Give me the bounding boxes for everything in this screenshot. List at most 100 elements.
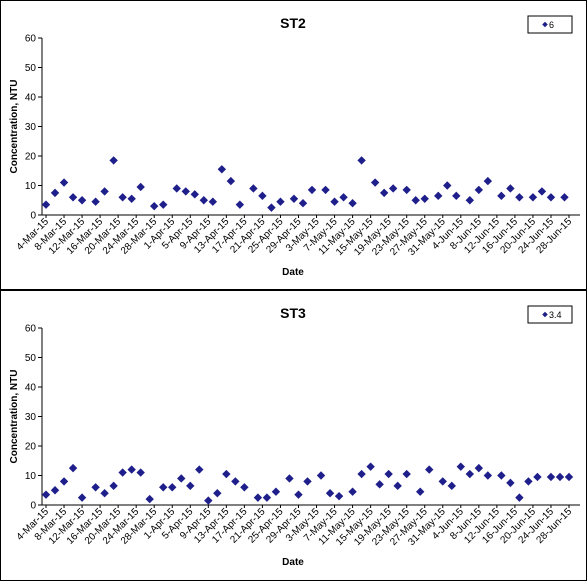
data-point	[456, 462, 465, 471]
data-point	[195, 465, 204, 474]
data-point	[384, 469, 393, 479]
data-point	[411, 196, 420, 205]
y-tick-label: 50	[25, 353, 37, 364]
data-point	[483, 176, 493, 186]
data-point	[190, 190, 199, 199]
data-point	[443, 181, 452, 190]
data-point	[546, 472, 556, 482]
data-point	[172, 184, 181, 193]
data-point	[528, 193, 538, 202]
data-point	[217, 165, 227, 174]
data-point	[537, 187, 547, 196]
chart-frame	[0, 290, 587, 581]
data-point	[325, 489, 335, 498]
data-point	[402, 185, 411, 195]
data-point	[434, 191, 443, 201]
data-point	[159, 200, 168, 209]
data-point	[199, 196, 209, 205]
data-point	[533, 472, 542, 482]
y-tick-label: 30	[25, 122, 37, 133]
legend-box	[527, 305, 573, 324]
data-point	[425, 465, 434, 474]
data-point	[370, 178, 380, 187]
data-point	[452, 191, 461, 201]
data-point	[483, 471, 493, 480]
data-point	[100, 187, 109, 196]
data-point	[204, 496, 213, 505]
data-point	[177, 474, 186, 483]
data-point	[506, 478, 515, 488]
data-point	[77, 493, 87, 502]
data-point	[321, 185, 330, 195]
data-point	[127, 465, 136, 474]
legend: 6	[527, 15, 573, 34]
data-point	[348, 487, 357, 496]
y-tick-label: 10	[25, 471, 37, 482]
y-tick-label: 40	[25, 93, 37, 104]
data-point	[334, 491, 344, 501]
data-point	[379, 188, 389, 198]
data-point	[127, 194, 136, 203]
data-point	[208, 197, 218, 206]
data-point	[91, 483, 100, 492]
y-tick-label: 60	[25, 34, 37, 45]
data-point	[240, 483, 249, 492]
data-point	[465, 196, 475, 205]
data-point	[68, 193, 78, 202]
y-tick-label: 0	[30, 501, 36, 512]
data-point	[235, 200, 245, 209]
data-point	[515, 193, 524, 202]
data-point	[226, 176, 236, 186]
data-point	[375, 480, 384, 489]
data-point	[285, 474, 294, 483]
data-point	[330, 197, 339, 206]
y-tick-label: 20	[25, 442, 37, 453]
y-tick-label: 30	[25, 412, 37, 423]
chart-title: ST2	[280, 15, 306, 31]
series-1	[41, 462, 574, 505]
data-point	[181, 187, 190, 196]
data-point	[59, 178, 69, 187]
y-tick-label: 40	[25, 383, 37, 394]
data-point	[50, 188, 60, 198]
y-tick-label: 0	[30, 211, 36, 222]
data-point	[41, 200, 51, 209]
data-point	[357, 469, 366, 479]
data-point	[474, 185, 484, 195]
data-point	[402, 469, 411, 479]
data-point	[388, 184, 398, 193]
data-point	[59, 477, 69, 486]
data-point	[339, 193, 348, 202]
data-point	[524, 477, 533, 486]
data-point	[91, 197, 100, 206]
chart-2: ST3 3.401020304050604-Mar-158-Mar-1512-Ma…	[0, 290, 587, 581]
data-point	[474, 463, 484, 473]
data-point	[298, 199, 308, 208]
data-point	[118, 468, 127, 477]
x-axis-title: Date	[282, 557, 304, 568]
chart-1: ST2 601020304050604-Mar-158-Mar-1512-Mar-…	[0, 0, 587, 290]
data-point	[289, 194, 299, 203]
data-point	[262, 493, 272, 502]
data-point	[438, 477, 447, 486]
y-tick-label: 20	[25, 152, 37, 163]
legend-box	[527, 15, 573, 34]
data-point	[393, 481, 402, 491]
data-point	[159, 483, 168, 492]
data-point	[231, 477, 240, 486]
data-point	[447, 481, 456, 491]
data-point	[276, 197, 285, 206]
x-axis-title: Date	[282, 267, 304, 278]
y-tick-label: 60	[25, 324, 37, 335]
y-tick-label: 50	[25, 63, 37, 74]
data-point	[186, 481, 195, 491]
series-1	[41, 156, 569, 212]
data-point	[294, 490, 303, 499]
data-point	[420, 194, 429, 203]
data-point	[136, 468, 145, 477]
data-point	[253, 493, 263, 502]
data-point	[213, 489, 222, 498]
legend-label: 6	[549, 20, 554, 30]
data-point	[267, 203, 276, 212]
data-point	[68, 463, 78, 473]
